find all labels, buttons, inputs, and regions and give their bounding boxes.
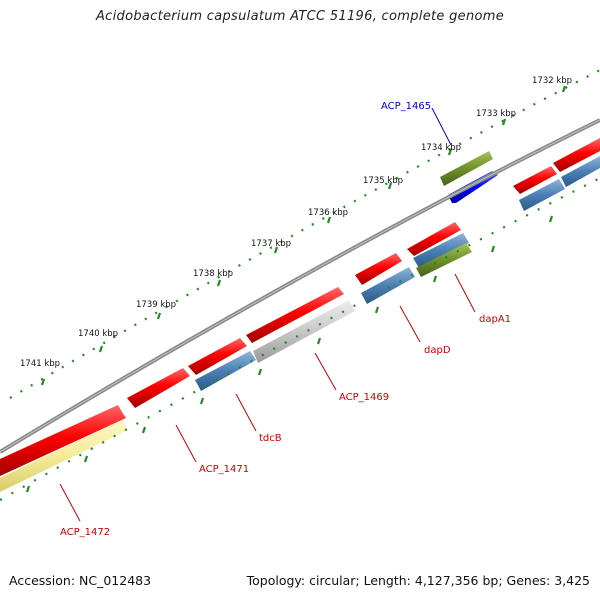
tick-label: 1736 kbp	[308, 208, 348, 218]
topology-text: Topology: circular; Length: 4,127,356 bp…	[246, 573, 590, 588]
outer-tick-track	[9, 69, 600, 399]
tick-label: 1732 kbp	[532, 76, 572, 86]
accession-text: Accession: NC_012483	[9, 573, 152, 588]
cds-arrow	[553, 138, 600, 172]
genome-backbone	[0, 118, 600, 454]
gene-label-tdcb: tdcB	[259, 433, 282, 444]
leader-dapa1	[454, 273, 476, 313]
scale-labels: 1732 kbp 1733 kbp 1734 kbp 1735 kbp 1736…	[20, 76, 572, 369]
outer-major-ticks	[40, 85, 567, 386]
tick-label: 1741 kbp	[20, 359, 60, 369]
label-leaders	[59, 107, 476, 522]
rna-feature	[440, 151, 493, 186]
cds-arrow	[246, 287, 344, 343]
cds-arrow	[407, 222, 461, 256]
tick-label: 1737 kbp	[251, 239, 291, 249]
cds-arrow	[513, 166, 557, 194]
pseudo-gene	[0, 420, 128, 492]
tick-label: 1739 kbp	[136, 300, 176, 310]
gene-bar	[561, 156, 600, 187]
leader-acp-1469	[314, 352, 337, 391]
gene-label-acp-1471: ACP_1471	[199, 464, 249, 475]
cds-arrow	[355, 253, 402, 285]
leader-dapd	[399, 305, 421, 343]
forward-cds-track	[0, 138, 600, 476]
cds-arrow	[188, 338, 247, 375]
cds-arrow	[127, 368, 190, 408]
gene-label-acp-1469: ACP_1469	[339, 392, 389, 403]
inner-gene-track	[0, 156, 600, 492]
gene-bar	[195, 351, 256, 391]
tick-label: 1738 kbp	[193, 269, 233, 279]
map-title: Acidobacterium capsulatum ATCC 51196, co…	[95, 9, 505, 24]
inner-major-ticks	[25, 215, 554, 493]
gene-bar	[361, 267, 415, 304]
leader-tdcb	[235, 393, 257, 432]
tick-label: 1734 kbp	[421, 143, 461, 153]
cds-arrow	[0, 405, 126, 476]
gene-label-dapa1: dapA1	[479, 314, 511, 325]
leader-acp-1465	[431, 107, 452, 146]
gene-bar	[413, 233, 469, 268]
tick-label: 1735 kbp	[363, 176, 403, 186]
leader-acp-1471	[175, 424, 197, 463]
gene-label-dapd: dapD	[424, 345, 451, 356]
gene-label-acp-1472: ACP_1472	[60, 527, 110, 538]
gene-bar	[519, 179, 565, 211]
misc-feature	[253, 300, 355, 363]
gene-label-acp-1465: ACP_1465	[381, 101, 431, 112]
leader-acp-1472	[59, 483, 81, 522]
gene-labels: ACP_1465 dapA1 dapD ACP_1469 tdcB ACP_14…	[60, 101, 511, 538]
tick-label: 1733 kbp	[476, 109, 516, 119]
tick-label: 1740 kbp	[78, 329, 118, 339]
